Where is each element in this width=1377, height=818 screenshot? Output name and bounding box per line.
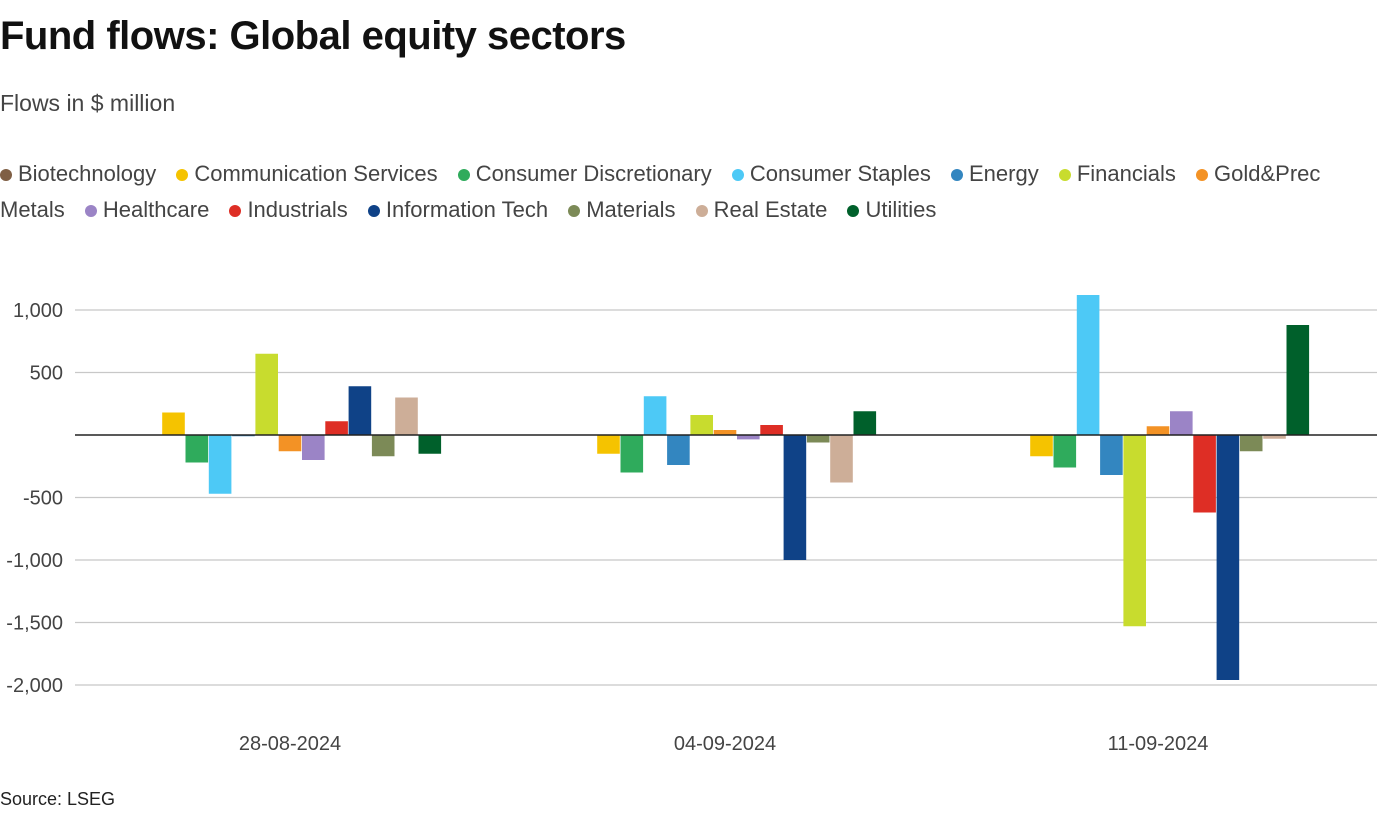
x-tick-label: 11-09-2024	[1108, 733, 1209, 755]
bar	[830, 435, 853, 483]
y-tick-label: 1,000	[13, 300, 63, 322]
y-tick-label: -500	[23, 488, 63, 510]
bar	[348, 386, 372, 435]
legend-label: Financials	[1076, 161, 1176, 186]
legend-label: Communication Services	[194, 161, 438, 186]
bar	[853, 411, 877, 435]
y-tick-label: 500	[30, 363, 63, 385]
bar	[185, 435, 209, 463]
bar	[597, 435, 620, 454]
bar	[1053, 435, 1077, 468]
legend-item: Energy	[950, 161, 1039, 186]
x-tick-label: 28-08-2024	[239, 733, 341, 755]
bar	[1100, 435, 1123, 475]
legend-label: Real Estate	[713, 197, 828, 222]
y-tick-label: -2,000	[6, 675, 63, 697]
x-tick-label: 04-09-2024	[674, 733, 776, 755]
bar	[1193, 435, 1216, 513]
legend-label: Consumer Staples	[749, 161, 931, 186]
bar	[208, 435, 232, 494]
bar	[1239, 435, 1263, 452]
legend-swatch	[568, 205, 581, 217]
legend-swatch	[0, 169, 12, 181]
legend-swatch	[1058, 169, 1071, 181]
legend-label: Industrials	[247, 197, 348, 222]
bar	[690, 415, 713, 435]
bar	[278, 435, 302, 452]
bar	[255, 353, 278, 435]
legend-item: Financials	[1058, 161, 1176, 186]
legend-label: Energy	[968, 161, 1039, 186]
legend-item: Consumer Discretionary	[457, 161, 712, 186]
bar-chart: 1,000 500 -500 -1,000 -1,500 -2,000 28-08-2024…	[6, 295, 1377, 755]
bar	[395, 397, 418, 435]
bar	[162, 412, 185, 435]
legend-swatch	[1196, 169, 1208, 181]
legend-swatch	[176, 169, 189, 181]
y-tick-label: -1,000	[6, 550, 63, 572]
legend-swatch	[731, 169, 744, 181]
legend-label: Biotechnology	[18, 161, 157, 186]
bar	[713, 430, 737, 435]
legend-swatch	[695, 205, 708, 217]
bar	[1286, 325, 1310, 435]
source-note: Source: LSEG	[0, 789, 116, 809]
legend-label: Healthcare	[102, 197, 210, 222]
legend-swatch	[84, 205, 97, 217]
legend-item: Information Tech	[367, 197, 549, 222]
legend-label: Utilities	[865, 197, 937, 222]
bar	[1123, 435, 1146, 627]
bar	[620, 435, 644, 473]
legend-swatch	[847, 205, 860, 217]
y-tick-label: -1,500	[6, 613, 63, 635]
bar	[806, 435, 830, 443]
chart-subtitle: Flows in $ million	[0, 90, 176, 116]
bar	[371, 435, 395, 457]
bar	[643, 396, 667, 435]
legend-item: Industrials	[229, 197, 348, 222]
bar	[760, 425, 783, 435]
legend-swatch	[457, 169, 470, 181]
bar	[302, 435, 325, 460]
legend-item: Communication Services	[176, 161, 438, 186]
legend-swatch	[950, 169, 963, 181]
chart-legend: Biotechnology Communication Services Con…	[0, 156, 1330, 228]
legend-item: Real Estate	[695, 197, 828, 222]
bar	[418, 435, 442, 454]
legend-item: Gold&Prec Metals	[0, 161, 1320, 222]
bar	[1030, 435, 1053, 457]
legend-item: Materials	[568, 197, 675, 222]
bar	[1076, 295, 1100, 435]
bar	[1216, 435, 1240, 680]
legend-item: Consumer Staples	[731, 161, 931, 186]
legend-item: Utilities	[847, 197, 936, 222]
legend-label: Information Tech	[385, 197, 549, 222]
legend-label: Materials	[586, 197, 676, 222]
legend-label: Gold&Prec Metals	[0, 161, 1321, 222]
bar	[1263, 435, 1286, 439]
bar	[783, 435, 807, 560]
bar	[667, 435, 690, 465]
legend-item: Biotechnology	[0, 161, 156, 186]
legend-item: Healthcare	[84, 197, 210, 222]
chart-title: Fund flows: Global equity sectors	[0, 14, 626, 58]
legend-swatch	[367, 205, 380, 217]
legend-label: Consumer Discretionary	[475, 161, 712, 186]
bar	[325, 421, 348, 435]
bar	[1170, 411, 1193, 435]
bar	[737, 435, 760, 440]
legend-swatch	[229, 205, 242, 217]
bar	[1146, 426, 1170, 435]
